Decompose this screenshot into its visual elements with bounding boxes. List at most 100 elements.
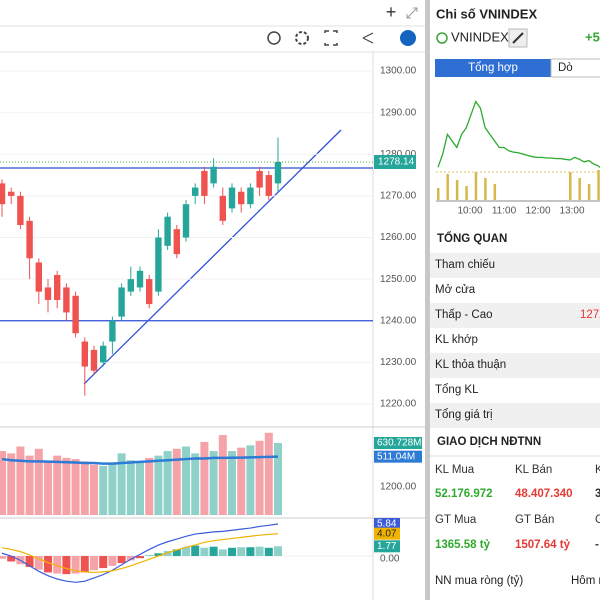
row-label: Tổng KL xyxy=(435,384,479,396)
macd-hist xyxy=(172,549,181,556)
col-head: GT Mua xyxy=(435,514,477,526)
volume-label: 511.04M xyxy=(377,451,415,462)
row-label: Tổng giá trị xyxy=(435,409,493,421)
candle-body xyxy=(247,187,254,205)
volume-bar xyxy=(209,451,218,515)
edit-icon xyxy=(512,32,524,44)
section-title: GIAO DỊCH NĐTNN xyxy=(437,436,541,448)
fullscreen-icon[interactable] xyxy=(324,30,338,46)
macd-hist xyxy=(145,554,154,556)
volume-bar xyxy=(53,455,62,515)
candle-body xyxy=(0,183,6,205)
candle-body xyxy=(265,175,272,196)
change: +5. xyxy=(585,29,600,44)
last-price-box xyxy=(374,154,416,169)
macd-hist xyxy=(25,556,34,567)
net-buy: NN mua ròng (tỷ) xyxy=(435,575,523,587)
volume-bar xyxy=(44,461,52,515)
volume-bar xyxy=(7,453,16,515)
macd-hist xyxy=(53,556,62,574)
col-value: - xyxy=(595,539,599,551)
macd-hist xyxy=(90,556,98,571)
candle-body xyxy=(35,262,42,292)
y-tick-label: 1230.00 xyxy=(380,357,417,368)
volume-label-box xyxy=(374,437,422,449)
intraday-volume xyxy=(465,186,468,200)
expand-button[interactable] xyxy=(406,7,418,19)
tab[interactable] xyxy=(550,58,600,78)
intraday-volume xyxy=(587,184,591,200)
volume-bar xyxy=(80,461,89,515)
volume-bar xyxy=(16,446,25,515)
macd-label: 5.84 xyxy=(377,519,397,530)
tab-label[interactable]: Tổng hợp xyxy=(468,62,518,74)
col-value: 48.407.340 xyxy=(515,488,573,500)
row-bg xyxy=(430,403,600,428)
candle-body xyxy=(155,237,162,292)
add-button[interactable]: + xyxy=(386,2,397,22)
candle-body xyxy=(26,220,33,259)
trend-line xyxy=(83,129,342,385)
candle-body xyxy=(173,229,180,255)
volume-bar xyxy=(200,441,209,515)
macd-hist xyxy=(255,546,264,556)
zoom-icon[interactable] xyxy=(267,31,281,45)
row-label: KL thỏa thuận xyxy=(435,359,506,371)
macd-label: 4.07 xyxy=(377,528,397,539)
settings-icon[interactable] xyxy=(295,31,309,45)
volume-bar xyxy=(163,451,172,515)
volume-bar xyxy=(34,448,43,515)
volume-axis-label: 1200.00 xyxy=(380,482,417,493)
volume-bar xyxy=(218,435,227,515)
macd-hist xyxy=(200,547,209,556)
volume-bar xyxy=(228,451,236,515)
logo[interactable] xyxy=(400,30,416,46)
intraday-line xyxy=(437,100,600,169)
share-icon[interactable] xyxy=(362,32,374,44)
candle-body xyxy=(219,195,226,221)
volume-bar xyxy=(25,455,34,515)
low-high: 1272 xyxy=(580,309,600,321)
candle-body xyxy=(256,170,263,188)
volume-bar xyxy=(62,457,71,515)
macd-macd xyxy=(1,523,279,583)
macd-hist xyxy=(182,547,190,556)
time-label: 13:00 xyxy=(559,206,584,217)
candle-body xyxy=(146,279,153,305)
col-value: 1507.64 tỷ xyxy=(515,539,571,551)
intraday-volume xyxy=(493,184,497,200)
y-tick-label: 1270.00 xyxy=(380,191,417,202)
row-bg xyxy=(430,378,600,403)
candle-body xyxy=(118,287,125,317)
last-price-label: 1278.14 xyxy=(378,157,415,168)
col-head: K xyxy=(595,464,600,476)
macd-hist xyxy=(264,547,273,556)
candle-body xyxy=(192,187,199,196)
candle-body xyxy=(238,191,245,205)
macd-hist xyxy=(0,556,6,559)
volume-bar xyxy=(136,461,144,515)
macd-hist xyxy=(117,556,126,564)
macd-hist xyxy=(99,556,108,569)
col-head: KL Mua xyxy=(435,464,475,476)
volume-label: 630.728M xyxy=(377,438,421,449)
intraday-volume xyxy=(569,172,572,200)
macd-hist xyxy=(163,551,172,556)
volume-bar xyxy=(99,465,108,515)
macd-hist xyxy=(126,556,135,561)
macd-label-box xyxy=(374,518,400,530)
volume-label-box xyxy=(374,450,422,463)
candle-body xyxy=(210,166,217,184)
time-label: 12:00 xyxy=(525,206,550,217)
macd-hist xyxy=(237,547,246,556)
macd-hist xyxy=(209,546,218,556)
volume-bar xyxy=(237,447,246,515)
candle-body xyxy=(228,187,236,209)
y-tick-label: 1300.00 xyxy=(380,66,417,77)
tab-label[interactable]: Dò xyxy=(558,62,573,74)
tab-active[interactable] xyxy=(435,59,551,77)
macd-hist xyxy=(246,547,255,556)
volume-bar xyxy=(126,460,135,515)
intraday-volume xyxy=(437,188,440,200)
macd-hist xyxy=(62,556,71,575)
